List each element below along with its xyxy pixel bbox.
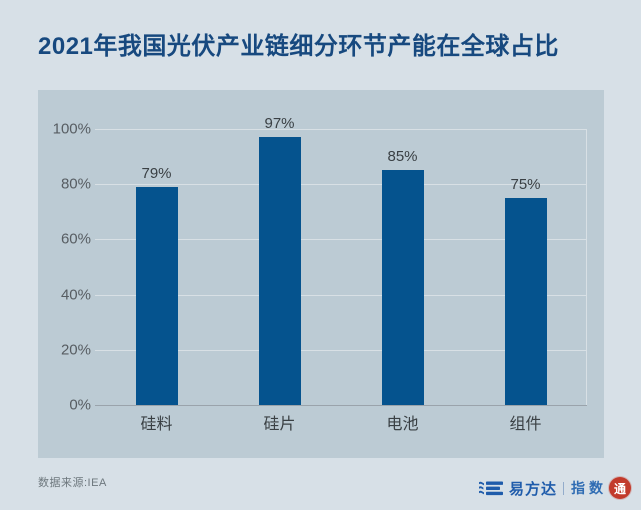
- x-axis-label: 电池: [386, 416, 419, 433]
- bar-value-label: 85%: [387, 148, 418, 166]
- seal-icon: 通: [609, 477, 631, 499]
- logo-divider: [563, 481, 564, 495]
- seal-text: 通: [613, 481, 626, 496]
- gridline: [95, 294, 587, 296]
- bar-value-label: 75%: [510, 176, 541, 193]
- y-tick-label: 80%: [60, 175, 91, 193]
- chart-panel: 0% 20% 40% 60% 80% 100% 79% 硅料 97% 硅片 85% 电池 75% 组件: [38, 90, 604, 458]
- y-tick-label: 20%: [60, 341, 91, 359]
- gridline: [95, 239, 587, 241]
- bar: [504, 198, 547, 405]
- y-tick-label: 60%: [60, 230, 91, 248]
- data-source-label: 数据来源:IEA: [38, 477, 107, 489]
- brand-name: 易方达: [508, 480, 557, 498]
- chart-title: 2021年我国光伏产业链细分环节产能在全球占比: [38, 33, 559, 60]
- y-tick-label: 40%: [60, 286, 91, 304]
- bar: [381, 170, 424, 405]
- y-tick-label: 100%: [52, 120, 91, 138]
- gridline: [95, 129, 587, 130]
- gridline: [95, 349, 587, 351]
- x-axis-label: 组件: [509, 416, 542, 433]
- brand-logo: 易方达 指数 通: [478, 476, 631, 500]
- bar-value-label: 79%: [141, 164, 172, 182]
- bar: [135, 186, 178, 405]
- bar-value-label: 97%: [264, 115, 295, 133]
- plot-right-border: [586, 129, 587, 405]
- wave-e-icon: [478, 481, 505, 496]
- x-axis-label: 硅料: [140, 416, 173, 433]
- gridline: [95, 184, 587, 186]
- y-tick-label: 0%: [69, 396, 91, 414]
- bar: [258, 137, 301, 405]
- product-name: 指数: [571, 480, 607, 496]
- x-axis-label: 硅片: [263, 416, 296, 433]
- x-axis-line: [95, 405, 587, 406]
